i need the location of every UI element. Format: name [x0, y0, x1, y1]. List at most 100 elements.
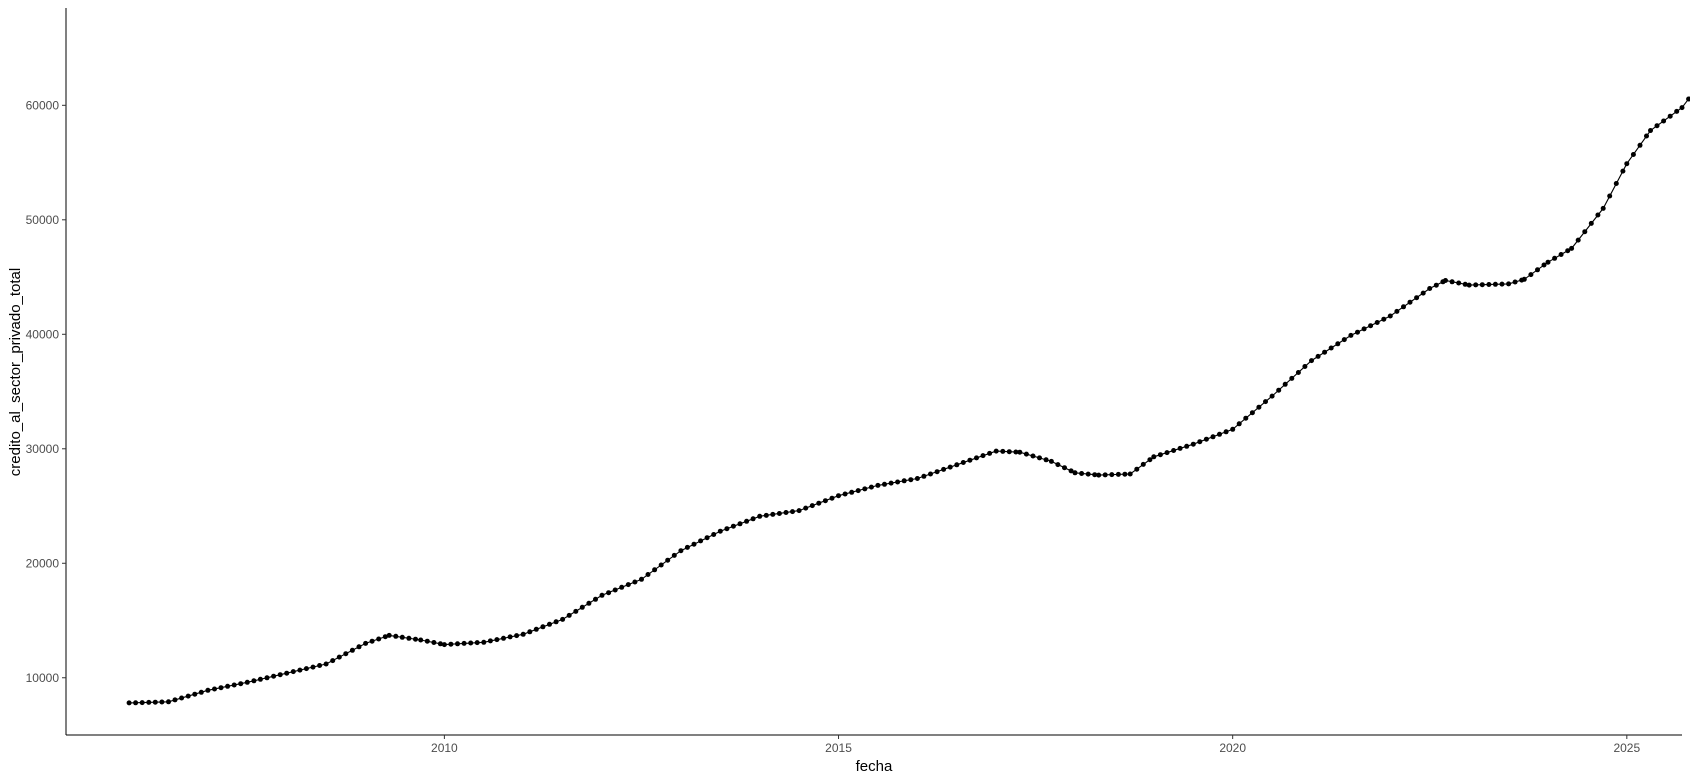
data-point	[1558, 252, 1564, 257]
data-point	[198, 689, 204, 695]
data-point	[179, 695, 185, 701]
data-point	[1535, 267, 1540, 273]
data-point	[406, 635, 412, 641]
data-point	[1624, 161, 1630, 167]
data-point	[172, 697, 178, 703]
data-point	[1043, 457, 1049, 463]
data-point	[1335, 341, 1341, 347]
data-point	[290, 669, 296, 675]
data-point	[1427, 286, 1433, 291]
data-point	[369, 638, 375, 644]
data-point	[349, 647, 355, 653]
data-point	[1085, 471, 1091, 477]
data-point	[1575, 237, 1581, 243]
data-point	[684, 544, 690, 550]
data-point	[1282, 381, 1288, 387]
data-point	[816, 500, 822, 506]
y-tick-label: 50000	[26, 213, 60, 227]
data-point	[1289, 375, 1295, 381]
data-point	[1499, 281, 1505, 287]
data-point	[711, 532, 717, 537]
data-point	[770, 511, 776, 517]
data-point	[698, 538, 704, 544]
data-point	[875, 482, 881, 488]
data-point	[606, 590, 612, 596]
data-point	[757, 513, 763, 519]
data-point	[244, 679, 250, 685]
data-point	[1348, 332, 1354, 338]
data-point	[750, 516, 756, 522]
data-point	[1512, 279, 1518, 285]
data-point	[822, 498, 828, 504]
data-point	[336, 654, 342, 660]
data-point	[431, 640, 437, 645]
data-point	[1256, 404, 1262, 410]
data-point	[540, 624, 546, 630]
data-point	[1197, 439, 1203, 445]
data-point	[1243, 415, 1249, 421]
data-point	[1414, 295, 1420, 301]
data-point	[1630, 152, 1636, 157]
x-axis-title: fecha	[856, 758, 893, 775]
data-point	[487, 638, 493, 644]
data-point	[1328, 345, 1334, 351]
data-point	[1521, 276, 1527, 282]
data-point	[330, 658, 336, 664]
data-point	[1361, 326, 1367, 332]
data-point	[271, 673, 277, 679]
y-tick-label: 30000	[26, 442, 60, 456]
data-point	[921, 473, 927, 479]
data-point	[1037, 455, 1042, 461]
data-point	[1115, 471, 1121, 477]
data-point	[382, 634, 388, 640]
data-point	[527, 629, 533, 635]
data-point	[1456, 280, 1462, 286]
data-point	[1184, 443, 1190, 449]
data-point	[993, 448, 999, 454]
data-point	[901, 478, 907, 484]
data-point	[704, 535, 710, 541]
data-point	[586, 600, 592, 606]
data-point	[1134, 466, 1140, 472]
data-point	[671, 552, 677, 558]
data-point	[1588, 220, 1594, 226]
data-point	[1667, 113, 1673, 119]
data-point	[1607, 193, 1613, 199]
data-point	[960, 460, 966, 465]
data-point	[579, 604, 585, 610]
data-point	[947, 464, 953, 470]
data-point	[573, 608, 579, 614]
data-point	[625, 582, 631, 588]
data-point	[560, 616, 566, 622]
data-point	[678, 548, 684, 554]
data-point	[1613, 181, 1619, 186]
data-point	[363, 640, 369, 646]
data-point	[1190, 441, 1196, 447]
data-point	[418, 637, 424, 643]
data-point	[343, 651, 349, 657]
data-point	[928, 471, 933, 477]
data-point	[553, 619, 559, 625]
data-point	[468, 640, 474, 646]
data-point	[1479, 282, 1485, 288]
data-point	[934, 469, 940, 475]
data-point	[763, 512, 769, 518]
data-point	[941, 466, 947, 472]
data-point	[1528, 272, 1534, 278]
data-point	[1449, 279, 1455, 285]
data-point	[264, 675, 270, 681]
data-point	[1006, 449, 1012, 455]
data-point	[954, 462, 960, 468]
data-point	[1569, 245, 1575, 251]
data-point	[652, 567, 658, 573]
data-point	[1492, 281, 1498, 287]
x-tick-label: 2025	[1613, 741, 1640, 755]
data-point	[803, 505, 809, 511]
data-point	[1355, 329, 1360, 335]
data-point	[547, 621, 552, 627]
data-point	[1600, 205, 1606, 211]
data-point	[1048, 458, 1054, 464]
data-point	[437, 641, 443, 647]
data-point	[829, 495, 835, 501]
data-point	[1473, 282, 1479, 288]
